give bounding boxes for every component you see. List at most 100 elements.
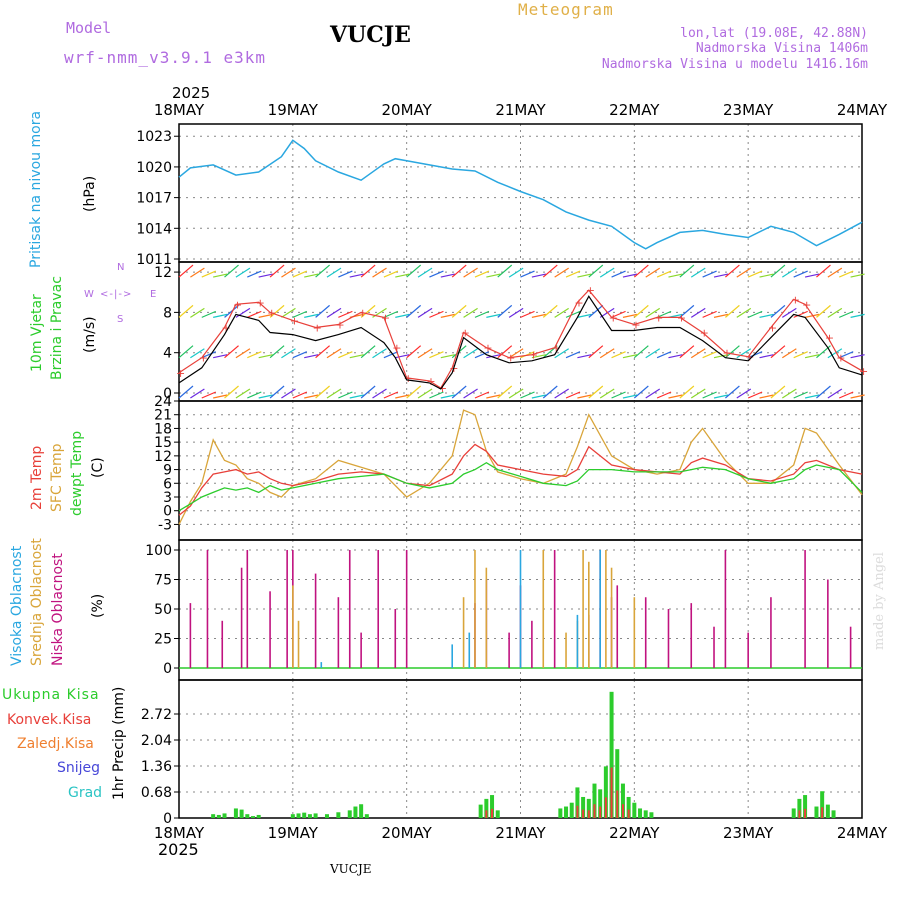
wind-arrow: [793, 310, 808, 318]
precip-bar: [324, 814, 329, 818]
wind-arrow: [338, 391, 353, 399]
convective-precip-bar: [604, 797, 607, 818]
precip-bar: [245, 814, 250, 818]
wind-arrow: [668, 273, 683, 278]
wind-arrow: [247, 270, 262, 278]
footer-station: VUCJE: [330, 862, 372, 876]
wind-arrow: [633, 304, 649, 318]
precip-bar: [797, 798, 802, 818]
precip-legend-freezing: Zaledj.Kisa: [17, 736, 94, 752]
wind-gust-marker: +: [392, 342, 401, 355]
precip-bar: [478, 804, 483, 818]
wind-arrow: [190, 267, 205, 278]
wind-arrow: [759, 273, 774, 278]
wind-arrow: [338, 270, 353, 278]
wind-arrow: [690, 388, 706, 399]
wind-arrow: [429, 351, 444, 359]
y-tick-label: 18: [154, 421, 172, 437]
wind-arrow: [417, 307, 433, 318]
wind-arrow: [190, 307, 205, 318]
wind-arrow: [178, 345, 194, 359]
wind-arrow: [747, 270, 763, 278]
wind-arrow: [690, 348, 706, 359]
wind-arrow: [292, 310, 308, 318]
wind-arrow: [508, 267, 524, 278]
wind-arrow: [599, 388, 615, 399]
convective-precip-bar: [576, 805, 579, 818]
wind-arrow: [577, 394, 592, 399]
precip-bar: [313, 813, 318, 818]
wind-arrow: [770, 304, 786, 318]
wind-arrow: [838, 351, 854, 359]
wind-arrow: [656, 270, 672, 278]
wind-gust-marker: +: [335, 318, 344, 331]
precip-bar: [620, 783, 625, 818]
wind-arrow: [235, 388, 251, 399]
precip-bar: [649, 812, 654, 818]
wind-arrow: [247, 310, 262, 318]
wind-arrow: [247, 391, 262, 399]
wind-arrow: [258, 273, 273, 278]
wind-arrow: [520, 391, 535, 399]
precip-bar: [825, 804, 830, 818]
wind-arrow: [668, 394, 683, 399]
wind-arrow: [474, 391, 490, 399]
precip-bar: [290, 814, 295, 818]
y-tick-label: 3: [163, 490, 172, 506]
wind-arrow: [838, 391, 854, 399]
wind-arrow: [725, 264, 740, 278]
wind-arrow: [725, 345, 740, 359]
wind-arrow: [349, 354, 364, 359]
wind-arrow: [486, 394, 501, 399]
wind-gust-marker: +: [631, 318, 640, 331]
wind-arrow: [235, 267, 251, 278]
wind-arrow: [269, 385, 285, 399]
wind-arrow: [588, 304, 604, 318]
wind-arrow: [531, 273, 547, 278]
wind-arrow: [224, 304, 239, 318]
y-tick-label: 100: [145, 543, 172, 559]
wind-arrow: [269, 304, 285, 318]
precip-bar: [216, 814, 221, 818]
wind-arrow: [747, 351, 763, 359]
wind-arrow: [850, 273, 865, 278]
wind-arrow: [201, 270, 217, 278]
model-name: wrf-nmm_v3.9.1 e3km: [64, 48, 267, 67]
wind-gust-marker: +: [654, 311, 663, 324]
y-tick-label: 12: [154, 449, 172, 465]
y-tick-label: 1020: [136, 160, 172, 176]
wind-gust-marker: +: [256, 296, 265, 309]
wind-arrow: [406, 345, 422, 359]
wind-arrow: [554, 307, 569, 318]
wind-arrow: [178, 304, 194, 318]
precip-bar: [564, 806, 569, 818]
y-tick-label: 4: [163, 346, 172, 362]
wind-arrow: [554, 388, 569, 399]
wind-arrow: [269, 264, 285, 278]
y-tick-label: 12: [154, 265, 172, 281]
precip-bar: [820, 791, 825, 818]
wind-arrow: [725, 385, 740, 399]
wind-arrow: [679, 345, 695, 359]
wind-arrow: [759, 313, 774, 318]
wind-arrow: [224, 385, 239, 399]
y-tick-label: 2.72: [141, 707, 172, 723]
wind-arrow: [633, 264, 649, 278]
wind-arrow: [258, 354, 273, 359]
wind-arrow: [417, 388, 433, 399]
wind-arrow: [542, 385, 558, 399]
model-label: Model: [66, 19, 112, 37]
y-tick-label: 50: [154, 602, 172, 618]
y-tick-label: 1014: [136, 221, 172, 237]
x-tick-label-top: 18MAY: [154, 101, 205, 119]
wind-arrow: [781, 348, 797, 359]
wind-arrow: [213, 394, 228, 399]
wind-gust-marker: +: [791, 293, 800, 306]
precip-bar: [211, 814, 216, 818]
x-tick-label-bottom: 20MAY: [382, 824, 433, 842]
x-tick-label-bottom: 21MAY: [495, 824, 546, 842]
wind-arrow: [258, 394, 273, 399]
wind-arrow: [656, 391, 672, 399]
wind-gust-marker: +: [461, 327, 470, 340]
precip-bar: [609, 691, 614, 818]
